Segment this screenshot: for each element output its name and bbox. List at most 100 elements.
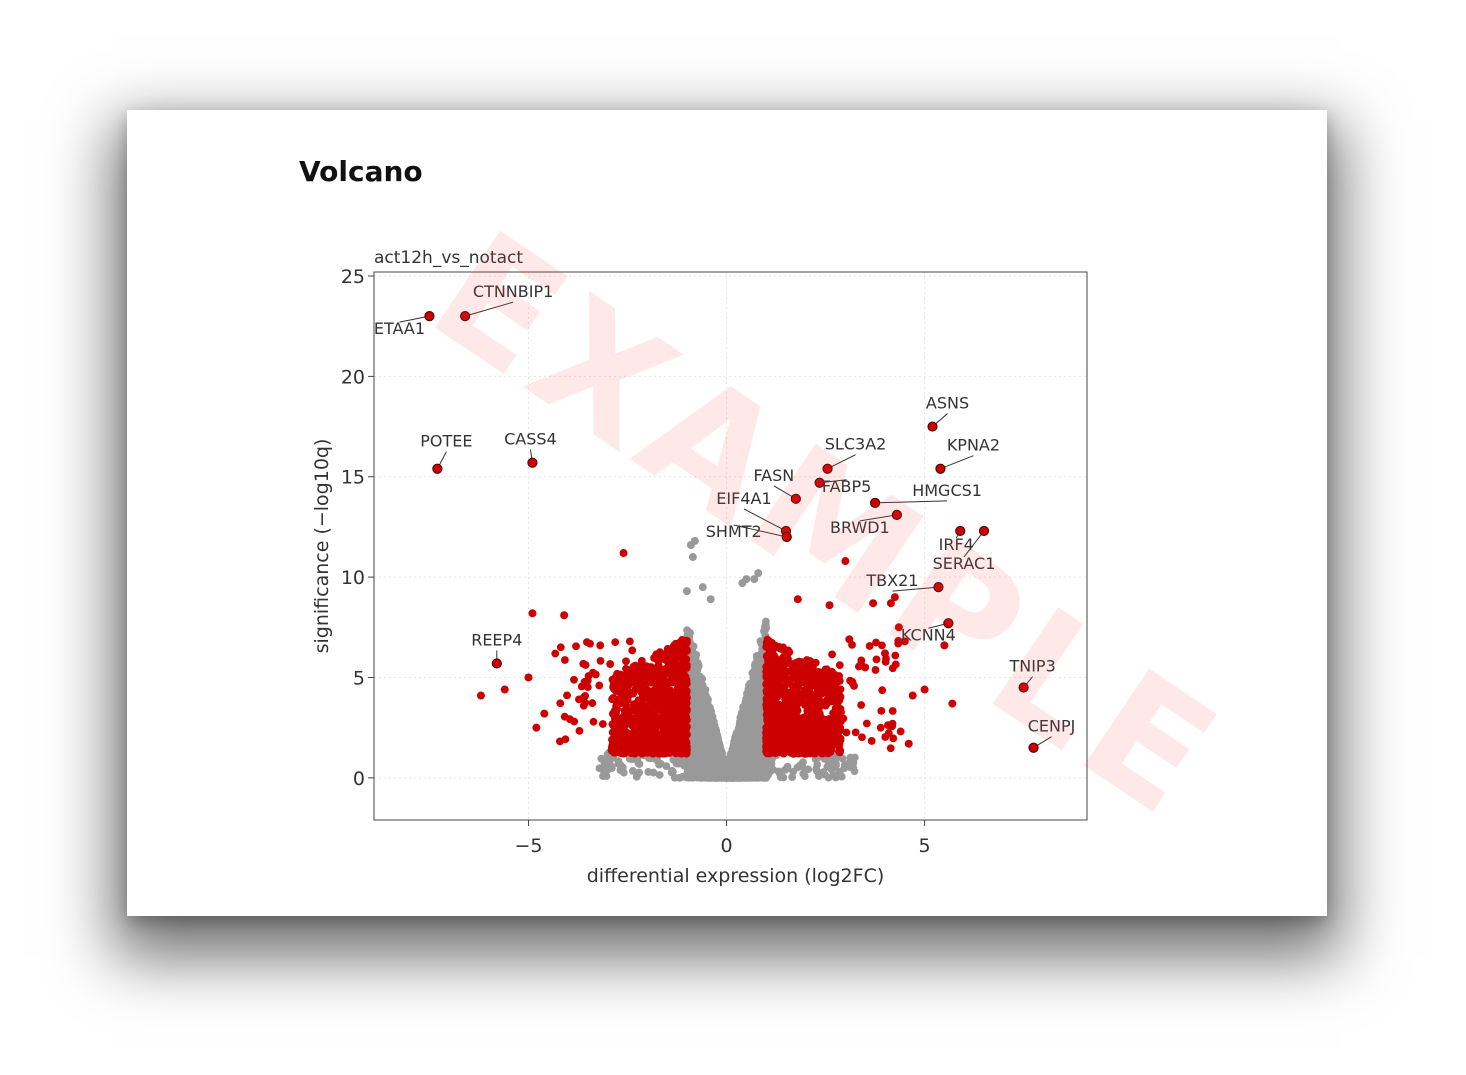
point-nonsignificant bbox=[599, 765, 607, 774]
leader-line bbox=[464, 301, 514, 317]
point-nonsignificant bbox=[761, 617, 770, 626]
point-significant bbox=[820, 741, 828, 750]
point-significant bbox=[671, 749, 680, 758]
point-significant bbox=[816, 677, 825, 686]
point-significant bbox=[613, 734, 621, 743]
point-significant bbox=[786, 715, 794, 724]
point-significant bbox=[780, 666, 789, 675]
gene-label: SHMT2 bbox=[706, 522, 762, 541]
point-significant bbox=[634, 665, 642, 674]
point-nonsignificant bbox=[755, 695, 764, 704]
point-nonsignificant bbox=[832, 773, 840, 782]
point-significant bbox=[876, 723, 885, 732]
gene-label: REEP4 bbox=[471, 630, 522, 649]
point-significant bbox=[773, 715, 782, 724]
figure-sheet: Volcano CTNNBIP1 ETAA1 POTEE CASS4 REEP4 ASNS… bbox=[127, 110, 1327, 916]
point-nonsignificant bbox=[742, 575, 751, 584]
labeled-point bbox=[460, 311, 471, 322]
point-significant bbox=[637, 729, 646, 738]
point-significant bbox=[640, 678, 649, 687]
point-significant bbox=[851, 728, 860, 737]
point-nonsignificant bbox=[694, 698, 703, 707]
gene-label: FASN bbox=[753, 466, 794, 485]
y-tick-label: 25 bbox=[341, 266, 365, 288]
gene-label: FABP5 bbox=[822, 477, 871, 496]
point-significant bbox=[682, 645, 691, 654]
point-significant bbox=[896, 727, 905, 736]
point-nonsignificant bbox=[750, 575, 759, 584]
point-nonsignificant bbox=[710, 734, 719, 743]
point-significant bbox=[619, 549, 628, 558]
point-nonsignificant bbox=[688, 553, 697, 562]
point-significant bbox=[563, 691, 571, 700]
point-significant bbox=[762, 710, 771, 719]
point-significant bbox=[565, 715, 574, 724]
labeled-point bbox=[424, 311, 435, 322]
point-nonsignificant bbox=[686, 540, 695, 549]
plot-frame bbox=[373, 271, 1088, 821]
point-significant bbox=[779, 658, 788, 667]
point-significant bbox=[647, 671, 656, 680]
point-significant bbox=[786, 679, 794, 688]
point-nonsignificant bbox=[682, 587, 691, 596]
point-significant bbox=[891, 660, 900, 669]
labeled-point bbox=[1018, 682, 1029, 693]
point-significant bbox=[623, 734, 632, 742]
point-significant bbox=[607, 744, 616, 752]
y-tick-label: 0 bbox=[353, 768, 365, 790]
point-nonsignificant bbox=[706, 743, 715, 752]
point-significant bbox=[888, 707, 897, 715]
point-significant bbox=[596, 656, 605, 665]
point-significant bbox=[789, 745, 798, 754]
point-nonsignificant bbox=[694, 726, 703, 735]
point-significant bbox=[861, 663, 870, 672]
point-significant bbox=[877, 707, 886, 715]
gene-label: CASS4 bbox=[504, 430, 557, 449]
point-significant bbox=[668, 739, 677, 748]
point-significant bbox=[678, 670, 687, 679]
point-significant bbox=[626, 714, 634, 723]
labeled-point bbox=[790, 493, 801, 504]
point-significant bbox=[850, 682, 858, 690]
point-significant bbox=[682, 745, 691, 754]
point-significant bbox=[776, 684, 785, 693]
point-significant bbox=[606, 660, 615, 668]
point-significant bbox=[920, 685, 929, 694]
point-significant bbox=[575, 695, 583, 704]
point-significant bbox=[774, 703, 783, 712]
point-significant bbox=[871, 666, 880, 674]
point-significant bbox=[845, 635, 854, 644]
point-significant bbox=[834, 747, 843, 756]
point-significant bbox=[823, 717, 832, 725]
point-significant bbox=[648, 718, 657, 727]
point-nonsignificant bbox=[747, 685, 756, 694]
point-significant bbox=[664, 645, 673, 654]
gene-label: CENPJ bbox=[1028, 717, 1076, 736]
point-significant bbox=[835, 725, 844, 734]
point-significant bbox=[659, 711, 667, 720]
point-significant bbox=[609, 694, 618, 702]
point-nonsignificant bbox=[710, 773, 719, 782]
point-significant bbox=[858, 733, 866, 742]
point-significant bbox=[649, 694, 658, 703]
point-significant bbox=[842, 728, 851, 737]
labeled-point bbox=[891, 509, 902, 520]
point-nonsignificant bbox=[688, 755, 697, 764]
point-significant bbox=[653, 663, 662, 672]
point-nonsignificant bbox=[741, 724, 749, 733]
point-significant bbox=[680, 721, 689, 729]
x-tick-label: −5 bbox=[514, 835, 542, 857]
labeled-point bbox=[822, 463, 833, 474]
point-significant bbox=[589, 717, 598, 726]
point-significant bbox=[801, 713, 810, 722]
labeled-point bbox=[978, 525, 990, 537]
point-significant bbox=[828, 670, 837, 679]
point-nonsignificant bbox=[635, 760, 644, 768]
point-significant bbox=[801, 667, 809, 675]
point-significant bbox=[582, 638, 591, 647]
point-nonsignificant bbox=[754, 733, 763, 742]
point-nonsignificant bbox=[840, 764, 849, 773]
point-nonsignificant bbox=[846, 753, 855, 762]
point-nonsignificant bbox=[700, 754, 709, 763]
